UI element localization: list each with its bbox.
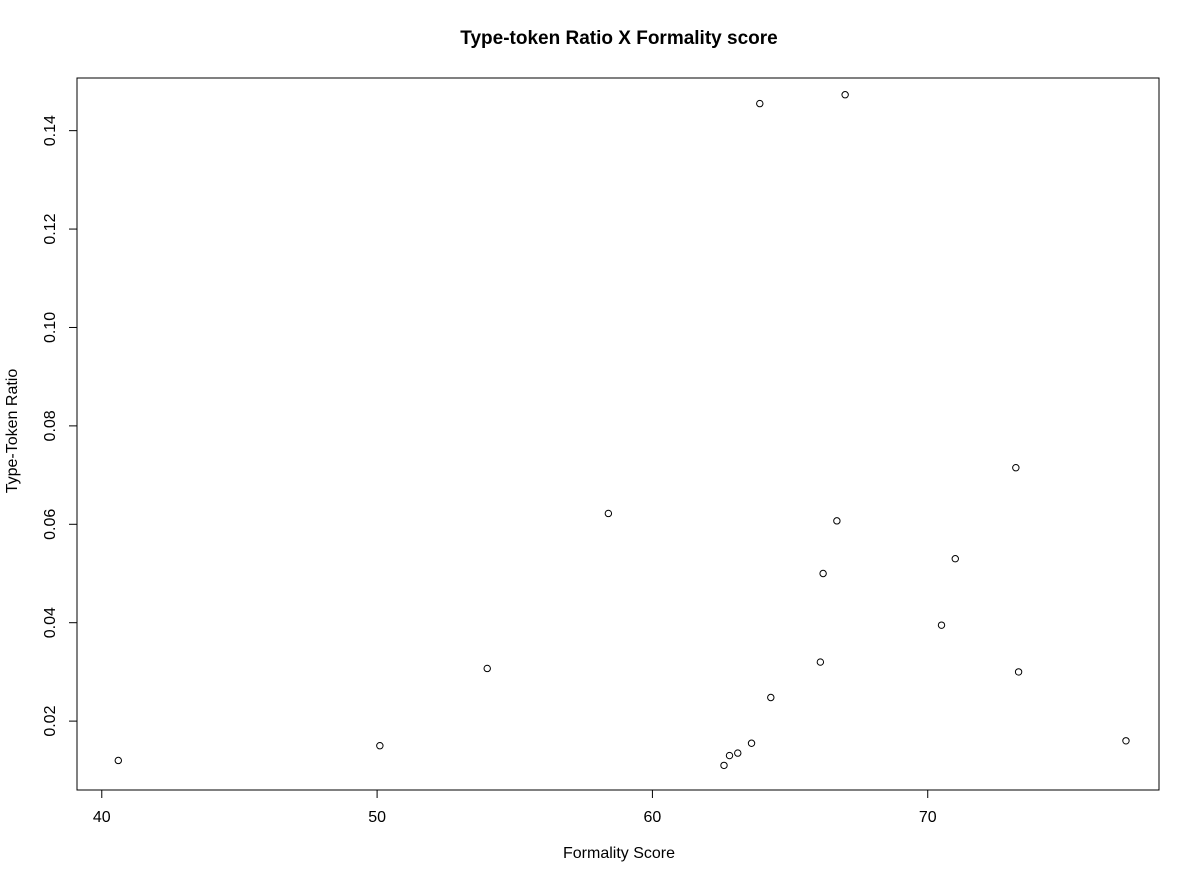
y-tick-label: 0.06 xyxy=(42,509,59,540)
data-point xyxy=(819,569,827,578)
data-point xyxy=(937,621,946,629)
y-axis-label: Type-Token Ratio xyxy=(4,368,21,494)
data-point xyxy=(816,658,825,666)
x-tick-label: 60 xyxy=(644,809,662,826)
data-point xyxy=(1012,464,1020,472)
data-point xyxy=(720,761,728,770)
data-point xyxy=(734,749,742,757)
x-tick-label: 70 xyxy=(919,809,937,826)
y-tick-label: 0.14 xyxy=(42,115,59,146)
data-point xyxy=(1122,737,1130,745)
data-point xyxy=(725,751,734,760)
data-point xyxy=(756,99,764,108)
chart-title: Type-token Ratio X Formality score xyxy=(460,28,778,49)
data-point xyxy=(767,693,775,702)
x-axis: 40 50 60 70 xyxy=(93,789,937,826)
data-point xyxy=(951,555,959,563)
data-point xyxy=(376,742,384,750)
x-tick-label: 50 xyxy=(368,809,386,826)
x-axis-label: Formality Score xyxy=(562,845,676,862)
y-tick-label: 0.08 xyxy=(42,410,59,441)
data-point xyxy=(114,756,122,765)
y-tick-label: 0.12 xyxy=(42,213,59,244)
data-point xyxy=(604,509,613,518)
y-axis: 0.02 0.04 0.06 0.08 0.10 0.12 0.14 xyxy=(42,115,78,737)
data-point xyxy=(483,664,491,673)
data-points xyxy=(114,91,1130,770)
data-point xyxy=(841,91,849,99)
x-tick-label: 40 xyxy=(93,809,111,826)
plot-frame xyxy=(76,77,1160,791)
data-point xyxy=(747,739,756,747)
data-point xyxy=(1014,668,1023,676)
y-tick-label: 0.02 xyxy=(42,705,59,736)
y-tick-label: 0.10 xyxy=(42,312,59,343)
data-point xyxy=(833,517,841,525)
y-tick-label: 0.04 xyxy=(42,607,59,638)
